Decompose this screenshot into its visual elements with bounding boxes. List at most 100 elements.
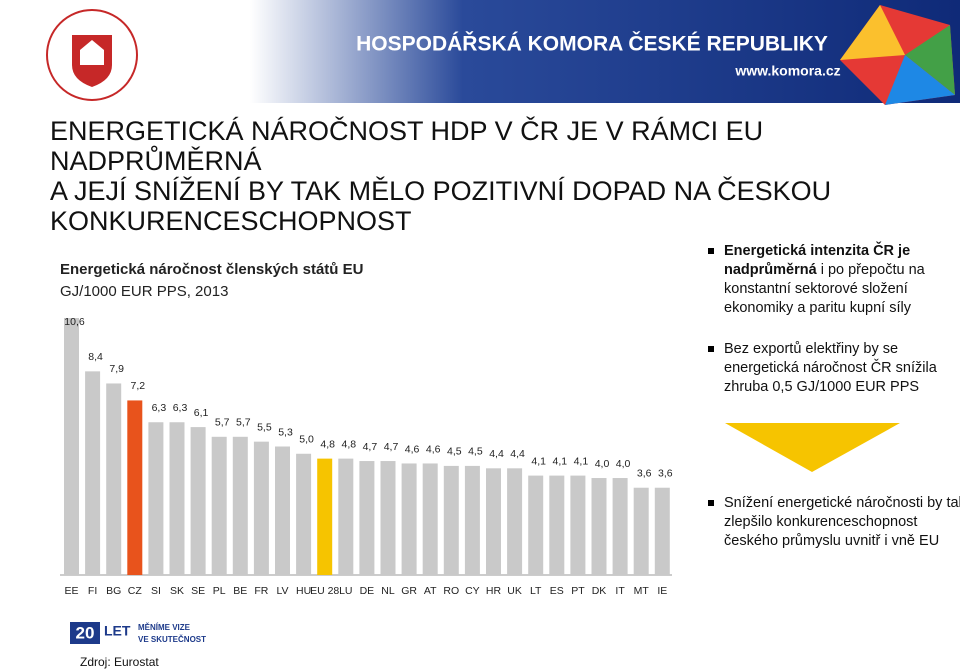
bar <box>380 461 396 575</box>
value-label: 4,7 <box>384 441 399 453</box>
bar <box>633 487 649 575</box>
bar <box>85 371 101 575</box>
bullet: Energetická intenzita ČR je nadprůměrná … <box>706 242 960 318</box>
value-label: 4,8 <box>341 438 356 450</box>
value-label: 4,1 <box>552 455 567 467</box>
x-tick-label: CY <box>465 585 480 597</box>
chart-subtitle: GJ/1000 EUR PPS, 2013 <box>60 283 228 300</box>
x-tick-label: BE <box>233 585 247 597</box>
x-tick-label: HR <box>486 585 502 597</box>
bar <box>253 441 269 575</box>
bullet: Bez exportů elektřiny by se energetická … <box>706 340 960 397</box>
cube-face <box>885 55 955 105</box>
bar <box>507 468 523 575</box>
bar <box>549 475 565 575</box>
bar <box>317 458 333 575</box>
value-label: 6,1 <box>194 407 209 419</box>
value-label: 5,7 <box>215 417 230 429</box>
bar <box>148 422 164 575</box>
bar <box>591 478 607 575</box>
x-tick-label: DE <box>360 585 375 597</box>
source: Zdroj: Eurostat <box>80 655 159 669</box>
bullet: Snížení energetické náročnosti by tak zl… <box>706 494 960 551</box>
bar <box>464 465 480 575</box>
value-label: 4,4 <box>510 448 525 460</box>
x-tick-label: NL <box>381 585 395 597</box>
x-tick-label: CZ <box>128 585 143 597</box>
value-label: 5,5 <box>257 421 272 433</box>
value-label: 10,6 <box>64 316 85 328</box>
value-label: 4,6 <box>405 443 420 455</box>
x-tick-label: PT <box>571 585 585 597</box>
bullet-bold: Energetická intenzita ČR je nadprůměrná <box>724 243 911 278</box>
bar <box>359 461 375 575</box>
bullet-text: Snížení energetické náročnosti by tak zl… <box>724 495 960 549</box>
value-label: 3,6 <box>637 467 652 479</box>
bar <box>443 465 459 575</box>
bar <box>106 383 122 575</box>
banner-url: www.komora.cz <box>734 63 840 79</box>
cube-face <box>840 5 905 60</box>
x-tick-label: SI <box>151 585 161 597</box>
bar <box>296 453 312 575</box>
value-label: 4,1 <box>531 455 546 467</box>
x-tick-label: LV <box>276 585 288 597</box>
title: ENERGETICKÁ NÁROČNOST HDP V ČR JE V RÁMC… <box>50 116 831 236</box>
bar <box>232 436 248 575</box>
x-tick-label: LU <box>339 585 352 597</box>
value-label: 4,5 <box>447 446 462 458</box>
x-tick-label: FR <box>254 585 268 597</box>
value-label: 4,6 <box>426 443 441 455</box>
value-label: 4,1 <box>574 455 589 467</box>
x-tick-label: ES <box>550 585 564 597</box>
bar <box>570 475 586 575</box>
value-label: 5,3 <box>278 426 293 438</box>
x-tick-label: SK <box>170 585 184 597</box>
badge-line: VE SKUTEČNOST <box>138 635 206 644</box>
x-tick-label: DK <box>592 585 607 597</box>
value-label: 4,7 <box>363 441 378 453</box>
badge-line: MĚNÍME VIZE <box>138 623 191 632</box>
x-tick-label: UK <box>507 585 522 597</box>
bullet-text: Bez exportů elektřiny by se energetická … <box>724 341 937 395</box>
x-tick-label: MT <box>634 585 650 597</box>
x-tick-label: EU 28 <box>310 585 339 597</box>
value-label: 4,0 <box>616 458 631 470</box>
bullet-text: i po přepočtu na konstantní sektorové sl… <box>724 262 925 316</box>
bar <box>127 400 143 575</box>
bar <box>338 458 354 575</box>
cube-face <box>905 25 955 95</box>
value-label: 5,7 <box>236 417 251 429</box>
title-line: KONKURENCESCHOPNOST <box>50 206 412 236</box>
x-tick-label: RO <box>443 585 459 597</box>
chart-title: Energetická náročnost členských států EU <box>60 261 363 278</box>
badge-number: 20 <box>76 623 95 642</box>
x-tick-label: GR <box>401 585 417 597</box>
banner-org: HOSPODÁŘSKÁ KOMORA ČESKÉ REPUBLIKY <box>356 32 828 56</box>
bar <box>275 446 290 575</box>
bar <box>422 463 438 575</box>
title-line: A JEJÍ SNÍŽENÍ BY TAK MĚLO POZITIVNÍ DOP… <box>50 176 832 206</box>
x-tick-label: IT <box>615 585 625 597</box>
badge <box>70 622 100 644</box>
bar <box>612 478 628 575</box>
bar <box>528 475 544 575</box>
value-label: 3,6 <box>658 467 673 479</box>
x-tick-label: AT <box>424 585 437 597</box>
bar <box>211 436 227 575</box>
value-label: 6,3 <box>173 402 188 414</box>
bar <box>190 427 206 575</box>
x-tick-label: EE <box>64 585 78 597</box>
value-label: 5,0 <box>299 434 314 446</box>
value-label: 4,5 <box>468 446 483 458</box>
banner <box>250 0 960 103</box>
value-label: 4,4 <box>489 448 504 460</box>
value-label: 7,2 <box>130 380 145 392</box>
x-tick-label: BG <box>106 585 121 597</box>
value-label: 6,3 <box>152 402 167 414</box>
value-label: 4,0 <box>595 458 610 470</box>
badge-word: LET <box>104 623 131 639</box>
value-label: 7,9 <box>109 363 124 375</box>
